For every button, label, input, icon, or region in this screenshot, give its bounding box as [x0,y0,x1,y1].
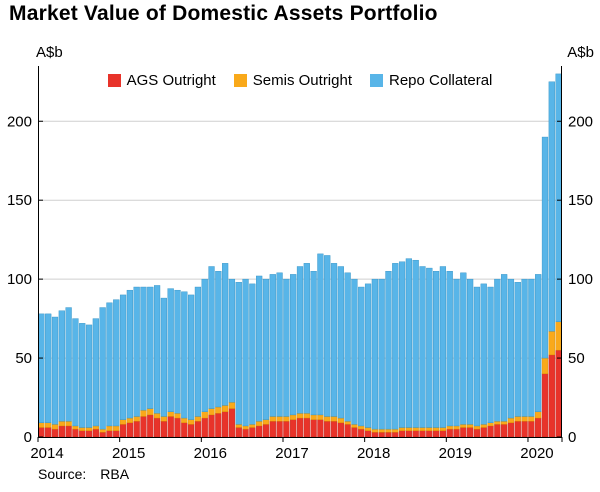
svg-text:200: 200 [568,113,593,130]
legend-swatch-ags-outright [107,74,121,87]
legend: AGS Outright Semis Outright Repo Collate… [0,72,600,89]
legend-item-ags-outright: AGS Outright [107,72,216,89]
source-note: Source: RBA [38,466,129,482]
legend-label-semis-outright: Semis Outright [252,72,352,89]
legend-item-semis-outright: Semis Outright [233,72,352,89]
y-axis-unit-left: A$b [36,44,63,61]
chart-title: Market Value of Domestic Assets Portfoli… [9,2,438,25]
svg-text:0: 0 [568,429,576,446]
svg-text:100: 100 [7,271,32,288]
legend-label-ags-outright: AGS Outright [126,72,216,89]
source-label: Source: [38,466,87,482]
y-axis-unit-right: A$b [567,44,594,61]
source-value: RBA [100,466,130,482]
svg-text:200: 200 [7,113,32,130]
svg-text:0: 0 [24,429,32,446]
legend-swatch-repo-collateral [370,74,383,87]
svg-text:150: 150 [568,192,593,209]
svg-text:2018: 2018 [357,445,390,462]
svg-text:2020: 2020 [520,445,553,462]
svg-text:100: 100 [568,271,593,288]
legend-swatch-semis-outright [233,74,247,87]
svg-text:50: 50 [568,350,585,367]
svg-text:150: 150 [7,192,32,209]
svg-text:2017: 2017 [275,445,308,462]
svg-text:2019: 2019 [439,445,472,462]
svg-text:50: 50 [15,350,32,367]
svg-text:2014: 2014 [30,445,63,462]
legend-label-repo-collateral: Repo Collateral [389,72,493,89]
svg-text:2016: 2016 [194,445,227,462]
legend-item-repo-collateral: Repo Collateral [370,72,492,89]
svg-text:2015: 2015 [112,445,145,462]
